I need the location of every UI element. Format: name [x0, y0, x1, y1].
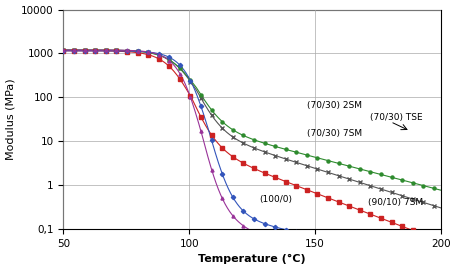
- Text: (70/30) 2SM: (70/30) 2SM: [307, 101, 362, 110]
- Text: (100/0): (100/0): [259, 195, 292, 204]
- Text: (90/10) 7SM: (90/10) 7SM: [367, 198, 422, 207]
- Y-axis label: Modulus (MPa): Modulus (MPa): [5, 79, 15, 160]
- Text: (70/30) 7SM: (70/30) 7SM: [307, 129, 362, 138]
- X-axis label: Temperature (°C): Temperature (°C): [198, 254, 305, 264]
- Text: (70/30) TSE: (70/30) TSE: [369, 113, 422, 122]
